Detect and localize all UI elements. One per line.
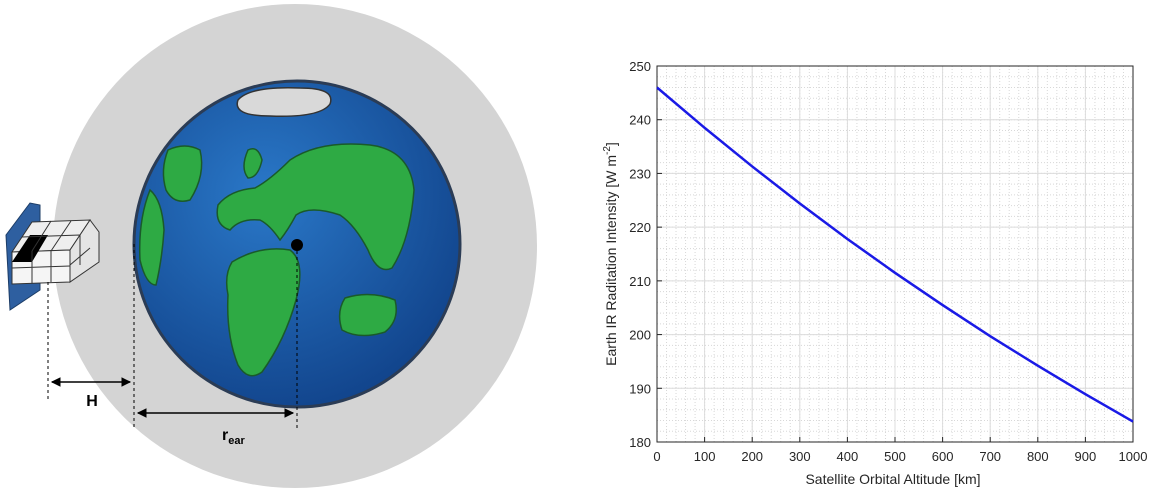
- y-tick-label: 230: [629, 166, 651, 181]
- x-tick-label: 500: [884, 449, 906, 464]
- ice-cap: [237, 88, 331, 117]
- x-tick-label: 400: [837, 449, 859, 464]
- x-tick-label: 1000: [1119, 449, 1148, 464]
- height-label: H: [86, 393, 98, 410]
- y-tick-label: 240: [629, 113, 651, 128]
- y-axis-label-main: Earth IR Raditation Intensity [W m: [603, 155, 619, 366]
- x-tick-label: 0: [653, 449, 660, 464]
- y-tick-label: 250: [629, 59, 651, 74]
- y-tick-label: 220: [629, 220, 651, 235]
- x-tick-label: 700: [979, 449, 1001, 464]
- y-tick-label: 210: [629, 274, 651, 289]
- x-axis-label: Satellite Orbital Altitude [km]: [805, 471, 980, 487]
- x-tick-label: 200: [741, 449, 763, 464]
- x-tick-label: 900: [1075, 449, 1097, 464]
- y-axis-label: Earth IR Raditation Intensity [W m-2]: [602, 142, 619, 366]
- radius-label-subscript: ear: [228, 435, 245, 447]
- y-axis-label-end: ]: [603, 142, 619, 146]
- x-tick-label: 300: [789, 449, 811, 464]
- x-tick-label: 600: [932, 449, 954, 464]
- y-tick-label: 200: [629, 328, 651, 343]
- y-tick-label: 180: [629, 435, 651, 450]
- x-tick-label: 100: [694, 449, 716, 464]
- y-tick-label: 190: [629, 381, 651, 396]
- chart: Satellite Orbital Altitude [km] Earth IR…: [602, 59, 1147, 487]
- diagram: H rear: [6, 4, 537, 488]
- page: H rear Satellite Orbital Altitude [km] E…: [0, 0, 1157, 493]
- x-tick-label: 800: [1027, 449, 1049, 464]
